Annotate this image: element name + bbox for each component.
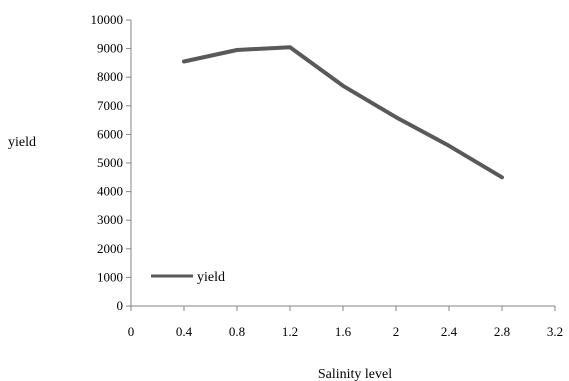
y-tick-label: 3000 bbox=[97, 212, 123, 227]
x-tick-label: 3.2 bbox=[547, 324, 563, 339]
y-tick-label: 1000 bbox=[97, 269, 123, 284]
y-tick-label: 5000 bbox=[97, 155, 123, 170]
x-tick-label: 1.2 bbox=[282, 324, 298, 339]
y-tick-label: 2000 bbox=[97, 241, 123, 256]
y-tick-label: 9000 bbox=[97, 41, 123, 56]
x-tick-label: 2.4 bbox=[441, 324, 458, 339]
y-tick-label: 8000 bbox=[97, 69, 123, 84]
data-point bbox=[342, 85, 344, 87]
data-point bbox=[395, 116, 397, 118]
x-tick-label: 0.8 bbox=[229, 324, 245, 339]
x-tick-label: 2.8 bbox=[494, 324, 510, 339]
x-tick-label: 2 bbox=[393, 324, 400, 339]
y-tick-label: 7000 bbox=[97, 98, 123, 113]
y-axis-title: yield bbox=[8, 135, 36, 150]
y-axis-ticks: 0 1000 2000 3000 4000 5000 6000 7000 8000 9000 100… bbox=[91, 12, 131, 313]
y-tick-label: 10000 bbox=[91, 12, 124, 27]
y-tick-label: 4000 bbox=[97, 184, 123, 199]
data-point bbox=[501, 176, 503, 178]
data-point bbox=[183, 60, 185, 62]
x-tick-label: 1.6 bbox=[335, 324, 352, 339]
data-point bbox=[448, 145, 450, 147]
legend: yield bbox=[151, 270, 225, 285]
x-axis-ticks: 0 0.4 0.8 1.2 1.6 2 2.4 2.8 3.2 bbox=[128, 306, 563, 339]
x-tick-label: 0 bbox=[128, 324, 135, 339]
x-tick-label: 0.4 bbox=[176, 324, 193, 339]
series-line-yield bbox=[182, 45, 504, 180]
series-layer bbox=[182, 45, 504, 180]
x-axis-title: Salinity level bbox=[318, 367, 392, 381]
data-point bbox=[236, 49, 238, 51]
data-point bbox=[289, 46, 291, 48]
y-tick-label: 6000 bbox=[97, 126, 123, 141]
y-tick-label: 0 bbox=[117, 298, 124, 313]
legend-label-yield: yield bbox=[197, 270, 225, 285]
